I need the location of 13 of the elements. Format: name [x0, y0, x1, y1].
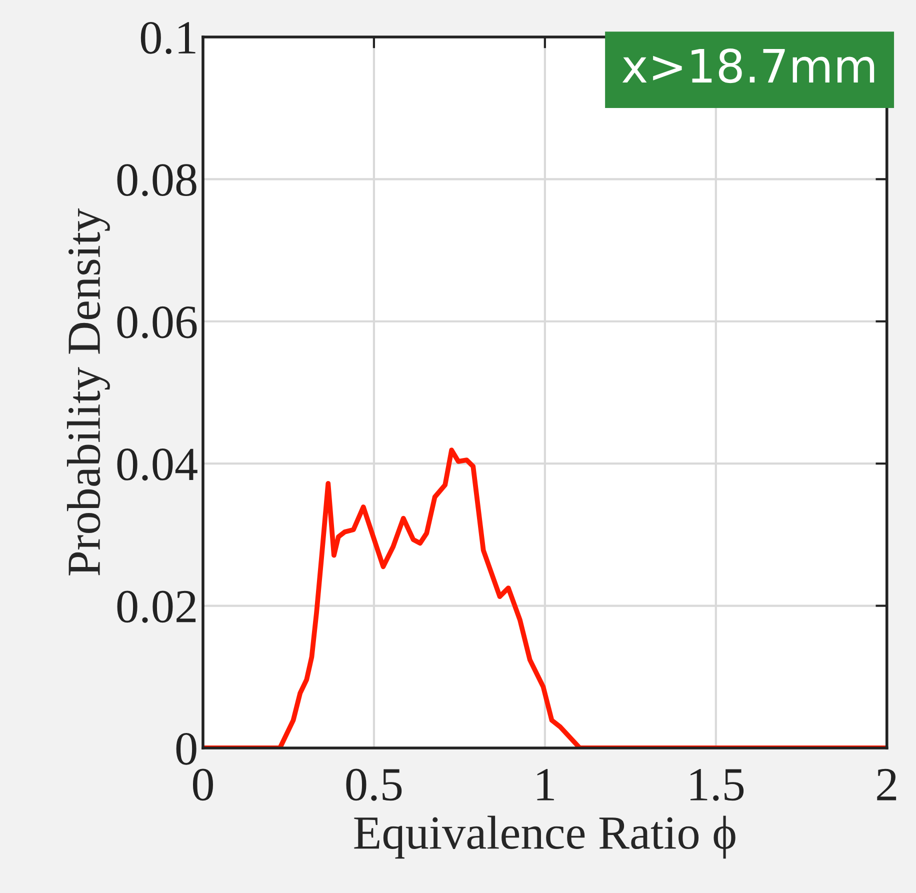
y-tick-label: 0.1	[140, 22, 196, 54]
y-tick-label: 0	[176, 732, 196, 765]
y-tick-label: 0.06	[117, 306, 197, 338]
x-tick-label: 1	[537, 769, 554, 800]
y-axis-title: Probability Density	[66, 208, 110, 576]
y-tick-label: 0.08	[117, 164, 196, 196]
annotation: x>18.7mm	[622, 48, 874, 84]
x-axis-title: Equivalence Ratio ϕ	[354, 816, 736, 859]
x-tick-label: 1.5	[690, 769, 744, 801]
y-tick-label: 0.04	[117, 448, 198, 481]
y-tick-label: 0.02	[117, 590, 196, 623]
x-tick-label: 2	[877, 768, 896, 800]
x-tick-label: 0.5	[346, 768, 402, 801]
